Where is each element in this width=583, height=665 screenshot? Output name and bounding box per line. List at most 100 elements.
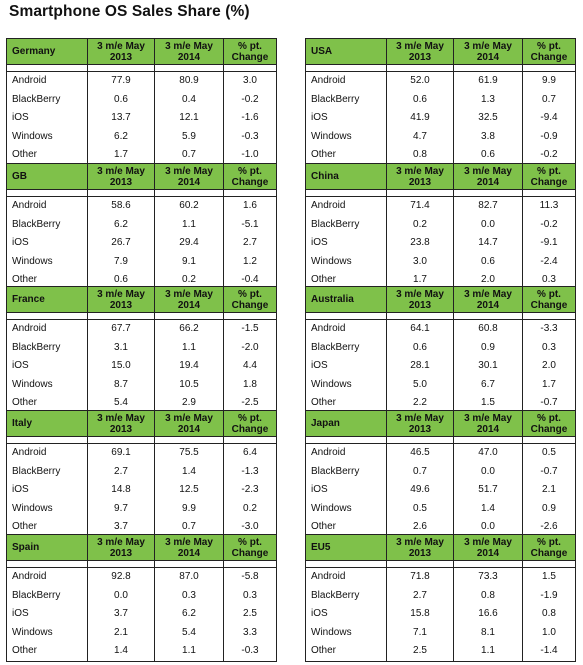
region-name: Germany <box>6 38 88 65</box>
spacer-cell <box>6 436 88 444</box>
value-2013: 6.2 <box>114 130 128 142</box>
os-label: Windows <box>12 255 53 267</box>
data-table: Spain 3 m/e May 2013 3 m/e May 2014% pt. Chan… <box>6 534 277 662</box>
value-change-column: 3.0 -0.2 -1.6 -0.3 -1.0 <box>223 71 277 166</box>
os-label: Other <box>12 521 38 533</box>
value-2013: 49.6 <box>410 484 430 496</box>
value-2014: 80.9 <box>179 75 199 86</box>
value-2013: 1.4 <box>114 645 128 657</box>
spacer-cell <box>522 189 576 197</box>
value-2014: 1.1 <box>481 645 495 657</box>
value-change: 1.5 <box>542 571 556 582</box>
value-2014: 51.7 <box>478 484 498 496</box>
os-label: iOS <box>12 484 29 496</box>
value-change: 2.5 <box>243 608 257 620</box>
os-label: Android <box>311 447 346 458</box>
value-2014: 66.2 <box>179 323 199 334</box>
spacer-cell <box>6 64 88 72</box>
column-header-2014: 3 m/e May 2014 <box>154 534 224 561</box>
value-2014: 0.0 <box>481 218 495 230</box>
value-2014: 0.4 <box>182 93 196 105</box>
column-header-2013: 3 m/e May 2013 <box>87 286 155 313</box>
region-table-gb: GB 3 m/e May 2013 3 m/e May 2014% pt. Change A… <box>6 163 277 291</box>
value-2013: 1.7 <box>413 274 427 286</box>
spacer-cell <box>305 64 387 72</box>
value-2014: 19.4 <box>179 360 199 372</box>
value-2014: 75.5 <box>179 447 199 458</box>
value-change: 9.9 <box>542 75 556 86</box>
column-header-2013: 3 m/e May 2013 <box>386 163 454 190</box>
spacer-cell <box>453 312 523 320</box>
column-header-2014: 3 m/e May 2014 <box>453 38 523 65</box>
value-2013: 0.5 <box>413 502 427 514</box>
value-2013: 92.8 <box>111 571 131 582</box>
os-label: Windows <box>311 130 352 142</box>
spacer-cell <box>305 312 387 320</box>
value-2014: 61.9 <box>478 75 498 86</box>
table-header-row: Spain 3 m/e May 2013 3 m/e May 2014% pt. Chan… <box>6 534 277 561</box>
os-label: Android <box>12 75 47 86</box>
os-label: Other <box>311 397 337 409</box>
value-2014: 16.6 <box>478 608 498 620</box>
os-label: Android <box>311 323 346 334</box>
os-label: Other <box>12 274 38 286</box>
value-change: -9.4 <box>540 112 558 124</box>
spacer-cell <box>87 64 155 72</box>
value-2014-column: 82.7 0.0 14.7 0.6 2.0 <box>453 196 523 291</box>
value-2013: 0.6 <box>413 93 427 105</box>
spacer-row <box>6 560 277 568</box>
os-label: Android <box>311 571 346 582</box>
os-label: BlackBerry <box>12 341 61 353</box>
value-2014: 1.4 <box>481 502 495 514</box>
os-label: Android <box>12 200 47 211</box>
value-2014: 0.7 <box>182 521 196 533</box>
value-2013: 15.0 <box>111 360 131 372</box>
value-2013: 2.1 <box>114 626 128 638</box>
value-2013-column: 58.6 6.2 26.7 7.9 0.6 <box>87 196 155 291</box>
value-change: -2.4 <box>540 255 558 267</box>
value-2013: 0.6 <box>114 93 128 105</box>
value-change: 0.3 <box>243 589 257 601</box>
value-2014-column: 60.8 0.9 30.1 6.7 1.5 <box>453 319 523 414</box>
value-2014: 8.1 <box>481 626 495 638</box>
value-change: -0.2 <box>540 149 558 161</box>
value-change-column: 11.3 -0.2 -9.1 -2.4 0.3 <box>522 196 576 291</box>
value-2013: 8.7 <box>114 378 128 390</box>
column-header-change: % pt. Change <box>522 286 576 313</box>
os-label-column: Android BlackBerry iOS Windows Other <box>305 443 387 538</box>
value-change: 6.4 <box>243 447 257 458</box>
value-2014: 73.3 <box>478 571 498 582</box>
region-table-usa: USA 3 m/e May 2013 3 m/e May 2014% pt. Change… <box>305 38 576 166</box>
value-change-column: -1.5 -2.0 4.4 1.8 -2.5 <box>223 319 277 414</box>
value-change-column: 6.4 -1.3 -2.3 0.2 -3.0 <box>223 443 277 538</box>
table-body: Android BlackBerry iOS Windows Other 46.5 0.7 4… <box>305 443 576 538</box>
value-2013: 5.4 <box>114 397 128 409</box>
table-body: Android BlackBerry iOS Windows Other 64.1 0.6 2… <box>305 319 576 414</box>
os-label: Android <box>12 323 47 334</box>
column-header-2013: 3 m/e May 2013 <box>87 163 155 190</box>
os-label: iOS <box>311 237 328 249</box>
value-2014: 32.5 <box>478 112 498 124</box>
value-2013: 0.7 <box>413 465 427 477</box>
data-table: Germany 3 m/e May 2013 3 m/e May 2014% pt. Ch… <box>6 38 277 166</box>
os-label: Windows <box>311 255 352 267</box>
os-label: Android <box>12 447 47 458</box>
data-table: Italy 3 m/e May 2013 3 m/e May 2014% pt. Chan… <box>6 410 277 538</box>
os-label: BlackBerry <box>12 218 61 230</box>
value-2014: 10.5 <box>179 378 199 390</box>
value-2013-column: 92.8 0.0 3.7 2.1 1.4 <box>87 567 155 662</box>
value-2013: 15.8 <box>410 608 430 620</box>
os-label: BlackBerry <box>311 218 360 230</box>
value-2013: 3.0 <box>413 255 427 267</box>
os-label: Other <box>311 645 337 657</box>
os-label-column: Android BlackBerry iOS Windows Other <box>305 567 387 662</box>
column-header-2013: 3 m/e May 2013 <box>87 410 155 437</box>
value-change: 1.7 <box>542 378 556 390</box>
value-2013: 58.6 <box>111 200 131 211</box>
value-change: -0.3 <box>241 645 259 657</box>
table-header-row: Germany 3 m/e May 2013 3 m/e May 2014% pt. Ch… <box>6 38 277 65</box>
column-header-change: % pt. Change <box>223 38 277 65</box>
spacer-cell <box>386 64 454 72</box>
data-table: USA 3 m/e May 2013 3 m/e May 2014% pt. Change… <box>305 38 576 166</box>
value-change: 1.6 <box>243 200 257 211</box>
